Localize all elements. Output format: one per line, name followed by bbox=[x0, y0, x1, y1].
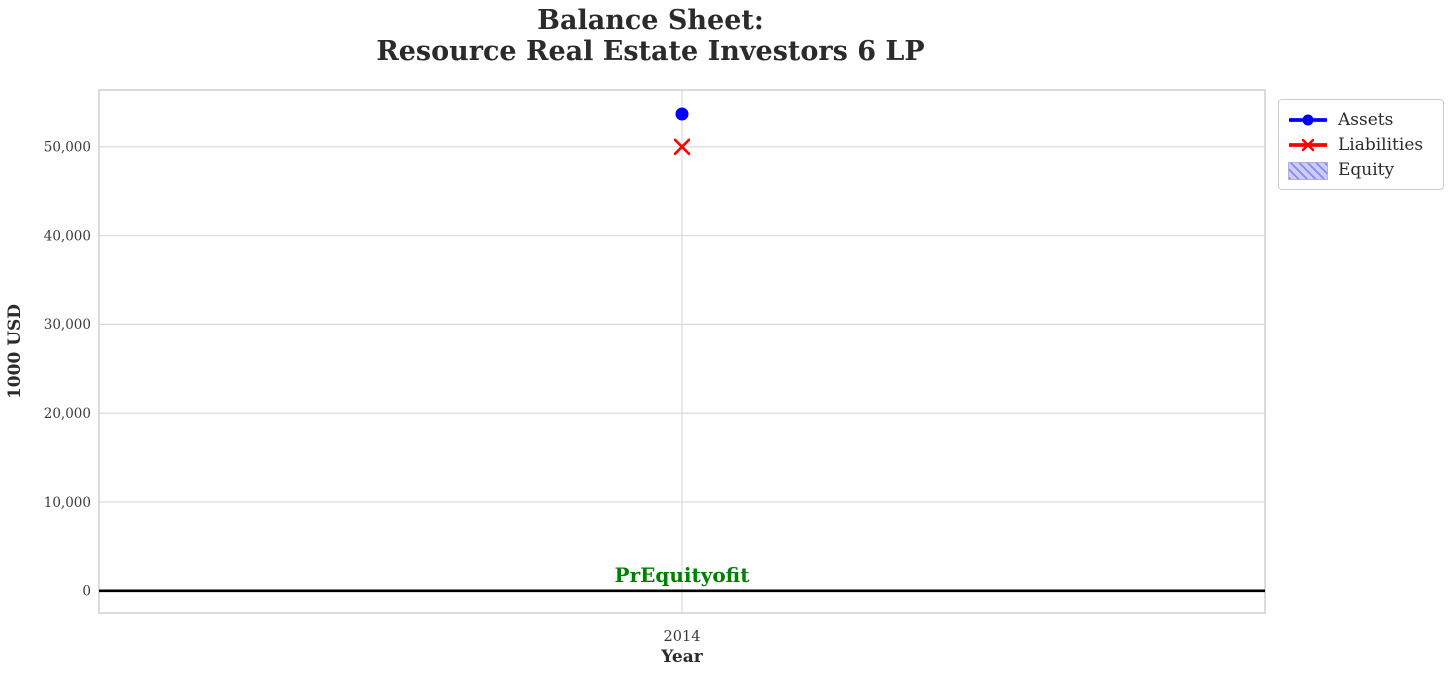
y-axis-label: 1000 USD bbox=[5, 304, 25, 399]
legend-item-liabilities: Liabilities bbox=[1288, 132, 1433, 157]
chart-title-line-1: Balance Sheet: bbox=[537, 5, 764, 36]
legend: Assets Liabilities Equity bbox=[1278, 99, 1444, 190]
x-tick-label: 2014 bbox=[664, 629, 701, 645]
plot-border bbox=[98, 89, 1266, 614]
y-tick-label: 40,000 bbox=[44, 228, 91, 244]
legend-item-assets: Assets bbox=[1288, 107, 1433, 132]
legend-label-assets: Assets bbox=[1338, 109, 1394, 130]
assets-line-marker-icon bbox=[1289, 114, 1327, 125]
y-tick-label: 10,000 bbox=[44, 495, 91, 511]
annotation-text: PrEquityofit bbox=[615, 563, 751, 587]
y-tick-label: 50,000 bbox=[44, 140, 91, 156]
legend-label-liabilities: Liabilities bbox=[1338, 134, 1424, 155]
liabilities-data-point bbox=[673, 138, 691, 156]
legend-label-equity: Equity bbox=[1338, 159, 1395, 180]
liabilities-line-marker-icon bbox=[1289, 138, 1327, 151]
x-axis-label: Year bbox=[660, 647, 703, 667]
y-tick-label: 20,000 bbox=[44, 406, 91, 422]
equity-hatched-patch-icon bbox=[1288, 161, 1328, 180]
assets-data-point bbox=[675, 107, 689, 121]
y-tick-label: 30,000 bbox=[44, 317, 91, 333]
y-tick-label: 0 bbox=[82, 584, 91, 600]
legend-item-equity: Equity bbox=[1288, 157, 1433, 182]
chart-title-line-2: Resource Real Estate Investors 6 LP bbox=[376, 36, 925, 67]
chart-title: Balance Sheet: Resource Real Estate Inve… bbox=[0, 5, 1301, 67]
